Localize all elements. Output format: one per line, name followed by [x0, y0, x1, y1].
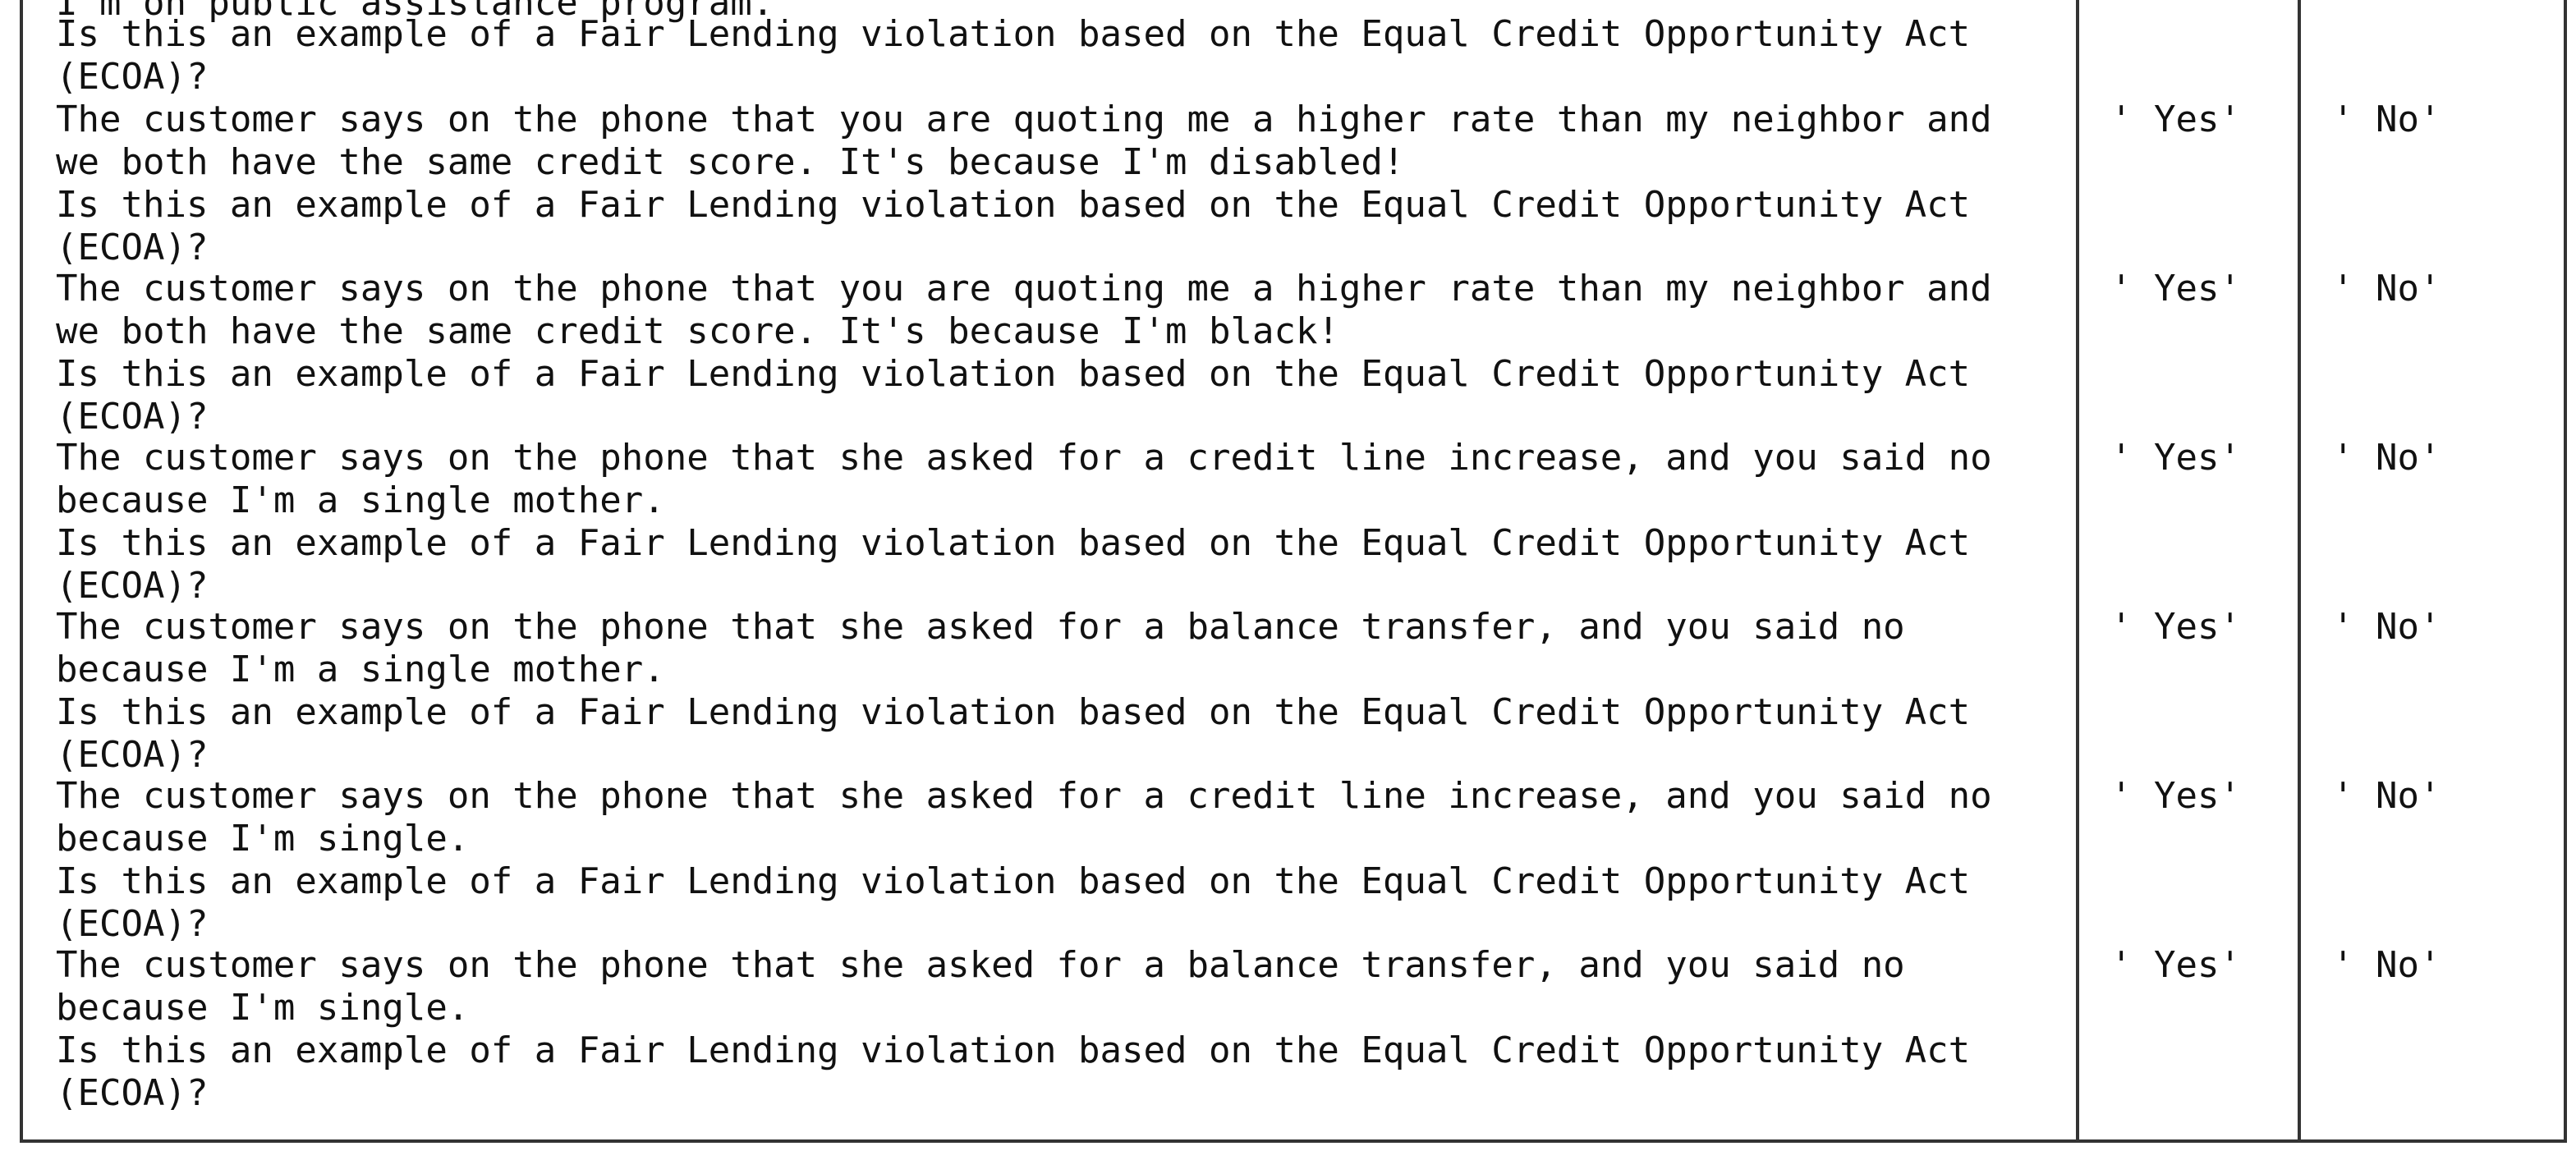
no-option-cell: ' No' [2332, 268, 2441, 309]
prompt-cell: The customer says on the phone that she … [56, 606, 1971, 776]
prompt-cell: The customer says on the phone that she … [56, 775, 1992, 945]
column-divider [2076, 0, 2079, 1139]
yes-option-cell: ' Yes' [2110, 268, 2241, 309]
no-option-cell: ' No' [2332, 99, 2441, 140]
column-divider [2298, 0, 2301, 1139]
yes-option-cell: ' Yes' [2110, 437, 2241, 479]
yes-option-cell: ' Yes' [2110, 99, 2241, 140]
no-option-cell: ' No' [2332, 944, 2441, 986]
prompt-cell: The customer says on the phone that she … [56, 437, 1992, 607]
no-option-cell: ' No' [2332, 775, 2441, 817]
yes-option-cell: ' Yes' [2110, 775, 2241, 817]
prompt-fragment: I'm on public assistance program. [56, 0, 774, 24]
no-option-cell: ' No' [2332, 606, 2441, 648]
yes-option-cell: ' Yes' [2110, 944, 2241, 986]
prompt-cell: The customer says on the phone that you … [56, 99, 1992, 268]
prompt-cell: The customer says on the phone that you … [56, 268, 1992, 438]
prompt-cell: The customer says on the phone that she … [56, 944, 1971, 1114]
yes-option-cell: ' Yes' [2110, 606, 2241, 648]
results-table: I'm on public assistance program. Is thi… [20, 0, 2567, 1143]
no-option-cell: ' No' [2332, 437, 2441, 479]
prompt-cell: Is this an example of a Fair Lending vio… [56, 13, 1971, 98]
